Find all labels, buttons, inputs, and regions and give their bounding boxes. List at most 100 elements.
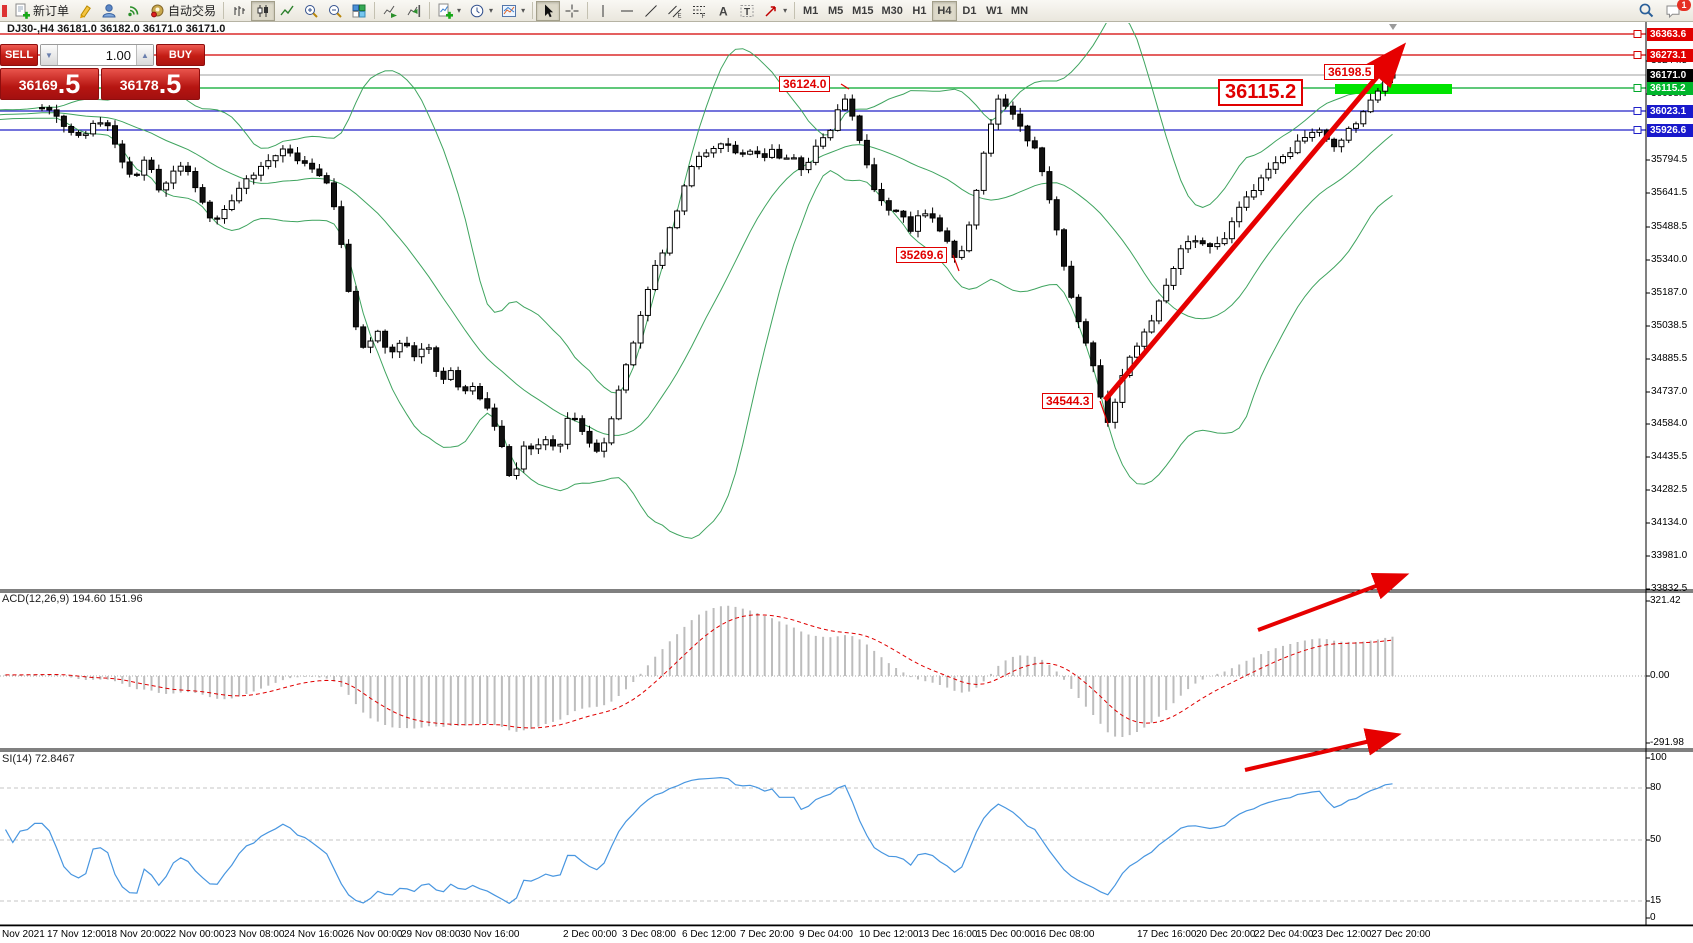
candle-down (885, 200, 892, 211)
candle-down (214, 217, 221, 220)
candle-up (652, 264, 659, 290)
candle-up (666, 227, 673, 254)
highlight-zone[interactable] (1335, 84, 1452, 94)
timeframe-m30[interactable]: M30 (878, 1, 907, 21)
new-chart-button[interactable]: ▾ (433, 1, 465, 21)
candle-down (1002, 98, 1009, 107)
search-icon (1639, 3, 1654, 18)
candle-up (272, 155, 279, 162)
auto-scroll-button[interactable] (378, 1, 402, 21)
candle-up (1236, 206, 1243, 223)
text-label-tool-button[interactable]: T (735, 1, 759, 21)
timeframe-m5[interactable]: M5 (823, 1, 848, 21)
candle-up (447, 370, 454, 380)
candle-up (834, 109, 841, 131)
zoom-out-button[interactable] (323, 1, 347, 21)
candlestick-chart-icon (257, 4, 269, 17)
line-anchor-marker[interactable] (1633, 51, 1642, 59)
cursor-tool-button[interactable] (536, 0, 561, 21)
notifications-button[interactable]: 1 (1661, 0, 1691, 21)
bar-chart-button[interactable] (227, 1, 251, 21)
candle-down (119, 143, 126, 163)
styler-button[interactable] (73, 1, 97, 21)
text-tool-button[interactable]: A (711, 1, 735, 21)
timeframe-h4[interactable]: H4 (931, 0, 957, 21)
new-chart-icon (438, 3, 454, 19)
fibonacci-tool-button[interactable]: F (687, 1, 711, 21)
timeframe-w1[interactable]: W1 (982, 1, 1007, 21)
candle-down (863, 139, 870, 166)
toolbar-right-group: 1 (1634, 0, 1691, 21)
arrows-tool-button[interactable]: ▾ (759, 1, 791, 21)
candle-down (323, 175, 330, 184)
volume-decrease-button[interactable]: ▼ (41, 45, 58, 65)
candle-up (747, 150, 754, 155)
bollinger-middle-band (0, 112, 1393, 436)
candle-up (980, 152, 987, 191)
timeframe-d1[interactable]: D1 (957, 1, 982, 21)
candle-up (374, 330, 381, 342)
period-clock-button[interactable]: ▾ (465, 1, 497, 21)
tile-windows-button[interactable] (347, 1, 371, 21)
candle-up (535, 444, 542, 450)
bid-quote[interactable]: 36169.5 (0, 68, 99, 100)
equidistant-channel-tool-button[interactable]: E (663, 1, 687, 21)
ask-price-main: 36178 (119, 77, 159, 93)
buy-button[interactable]: BUY (156, 44, 205, 66)
new-order-button[interactable]: 新订单 (10, 1, 73, 21)
candle-up (1192, 240, 1199, 243)
bid-price-pips: .5 (57, 69, 81, 99)
trend-arrow[interactable] (1257, 572, 1410, 632)
volume-increase-button[interactable]: ▲ (136, 45, 153, 65)
chart-shift-button[interactable] (402, 1, 426, 21)
candle-down (39, 107, 45, 110)
timeframe-h1[interactable]: H1 (907, 1, 932, 21)
candle-down (732, 144, 739, 154)
trendline-tool-button[interactable] (639, 1, 663, 21)
auto-trading-button[interactable]: 自动交易 (145, 1, 220, 21)
fibonacci-icon: F (693, 5, 706, 19)
candle-up (1301, 137, 1308, 142)
template-button[interactable]: ▾ (497, 1, 529, 21)
ask-quote[interactable]: 36178.5 (101, 68, 200, 100)
timeframe-m15[interactable]: M15 (848, 1, 877, 21)
timeframe-m1[interactable]: M1 (798, 1, 823, 21)
vertical-line-tool-button[interactable] (591, 1, 615, 21)
zoom-in-button[interactable] (299, 1, 323, 21)
crosshair-tool-button[interactable] (560, 1, 584, 21)
candle-up (258, 165, 264, 176)
candlestick-chart-button[interactable] (251, 0, 276, 21)
candle-down (1097, 365, 1104, 398)
candle-up (90, 122, 97, 135)
candle-down (936, 217, 943, 232)
line-anchor-marker[interactable] (1633, 30, 1642, 38)
volume-value[interactable]: 1.00 (105, 47, 131, 63)
auto-scroll-icon (383, 5, 398, 18)
sell-button[interactable]: SELL (0, 44, 38, 66)
line-anchor-marker[interactable] (1633, 126, 1642, 134)
candle-up (1280, 156, 1286, 164)
trend-arrow[interactable] (1103, 42, 1407, 402)
candle-up (790, 157, 797, 160)
candle-down (579, 418, 586, 432)
line-chart-button[interactable] (275, 1, 299, 21)
candle-up (623, 364, 629, 391)
candle-down (309, 162, 316, 170)
candle-up (1316, 129, 1323, 133)
community-button[interactable] (97, 1, 121, 21)
horizontal-line-tool-button[interactable] (615, 1, 639, 21)
candle-down (126, 161, 133, 175)
zoom-out-icon (329, 4, 342, 18)
timeframe-mn[interactable]: MN (1007, 1, 1032, 21)
trend-arrow[interactable] (1244, 728, 1402, 772)
candle-down (455, 370, 462, 388)
line-anchor-marker[interactable] (1633, 84, 1642, 92)
profile-icon (102, 3, 116, 17)
signals-button[interactable] (121, 1, 145, 21)
search-button[interactable] (1634, 1, 1659, 21)
candle-down (798, 157, 805, 171)
candle-down (739, 152, 746, 155)
chart-shift-marker[interactable] (1389, 24, 1397, 30)
line-anchor-marker[interactable] (1633, 107, 1642, 115)
